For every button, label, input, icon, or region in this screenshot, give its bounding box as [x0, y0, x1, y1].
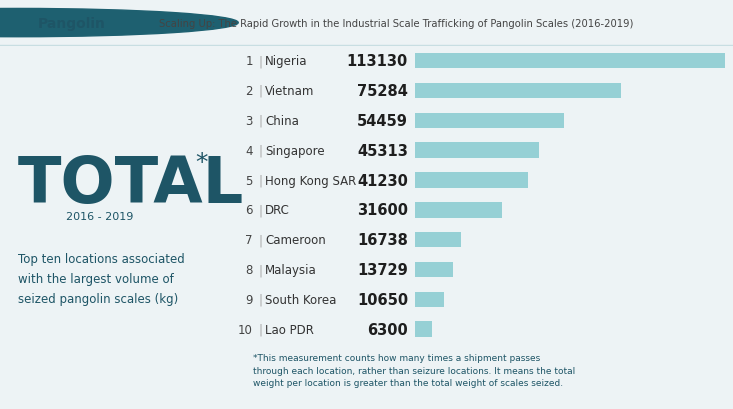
Bar: [415, 113, 564, 129]
Text: 7: 7: [246, 234, 253, 247]
Text: 13729: 13729: [357, 262, 408, 277]
Text: |: |: [258, 204, 262, 217]
Bar: [415, 83, 622, 99]
Text: DRC: DRC: [265, 204, 290, 217]
Text: 8: 8: [246, 263, 253, 276]
Text: China: China: [265, 115, 299, 128]
Text: South Korea: South Korea: [265, 293, 336, 306]
Text: 31600: 31600: [357, 203, 408, 218]
Text: Pangolin: Pangolin: [38, 16, 106, 31]
Text: |: |: [258, 144, 262, 157]
Text: |: |: [258, 115, 262, 128]
Bar: [415, 202, 501, 218]
Bar: [415, 292, 444, 307]
Text: 6300: 6300: [367, 322, 408, 337]
Text: 2: 2: [246, 85, 253, 98]
Text: 4: 4: [246, 144, 253, 157]
Text: Cameroon: Cameroon: [265, 234, 325, 247]
Text: 10: 10: [238, 323, 253, 336]
Bar: [415, 54, 725, 69]
Text: Nigeria: Nigeria: [265, 55, 308, 68]
Text: Singapore: Singapore: [265, 144, 325, 157]
Text: 3: 3: [246, 115, 253, 128]
Text: |: |: [258, 323, 262, 336]
Text: *This measurement counts how many times a shipment passes
through each location,: *This measurement counts how many times …: [253, 353, 575, 387]
Circle shape: [0, 9, 238, 38]
Text: Malaysia: Malaysia: [265, 263, 317, 276]
Text: Hong Kong SAR: Hong Kong SAR: [265, 174, 356, 187]
Text: |: |: [258, 85, 262, 98]
Bar: [415, 262, 452, 278]
Text: |: |: [258, 174, 262, 187]
Text: Vietnam: Vietnam: [265, 85, 314, 98]
Text: Top ten locations associated
with the largest volume of
seized pangolin scales (: Top ten locations associated with the la…: [18, 252, 185, 305]
Text: 5: 5: [246, 174, 253, 187]
Text: 6: 6: [246, 204, 253, 217]
Text: |: |: [258, 263, 262, 276]
Text: 9: 9: [246, 293, 253, 306]
Text: Lao PDR: Lao PDR: [265, 323, 314, 336]
Text: |: |: [258, 55, 262, 68]
Text: TOTAL: TOTAL: [18, 154, 244, 216]
Text: 1: 1: [246, 55, 253, 68]
Text: 16738: 16738: [357, 233, 408, 247]
Text: *: *: [195, 151, 207, 175]
Text: 10650: 10650: [357, 292, 408, 307]
Bar: [415, 173, 528, 188]
Text: |: |: [258, 293, 262, 306]
Text: 113130: 113130: [347, 54, 408, 69]
Text: 45313: 45313: [357, 143, 408, 158]
Bar: [415, 321, 432, 337]
Text: 41230: 41230: [357, 173, 408, 188]
Text: Scaling Up: The Rapid Growth in the Industrial Scale Trafficking of Pangolin Sca: Scaling Up: The Rapid Growth in the Indu…: [158, 18, 633, 29]
Text: 2016 - 2019: 2016 - 2019: [66, 211, 133, 222]
Bar: [415, 143, 539, 159]
Bar: [415, 232, 461, 248]
Text: |: |: [258, 234, 262, 247]
Text: 54459: 54459: [357, 114, 408, 128]
Text: 75284: 75284: [357, 84, 408, 99]
